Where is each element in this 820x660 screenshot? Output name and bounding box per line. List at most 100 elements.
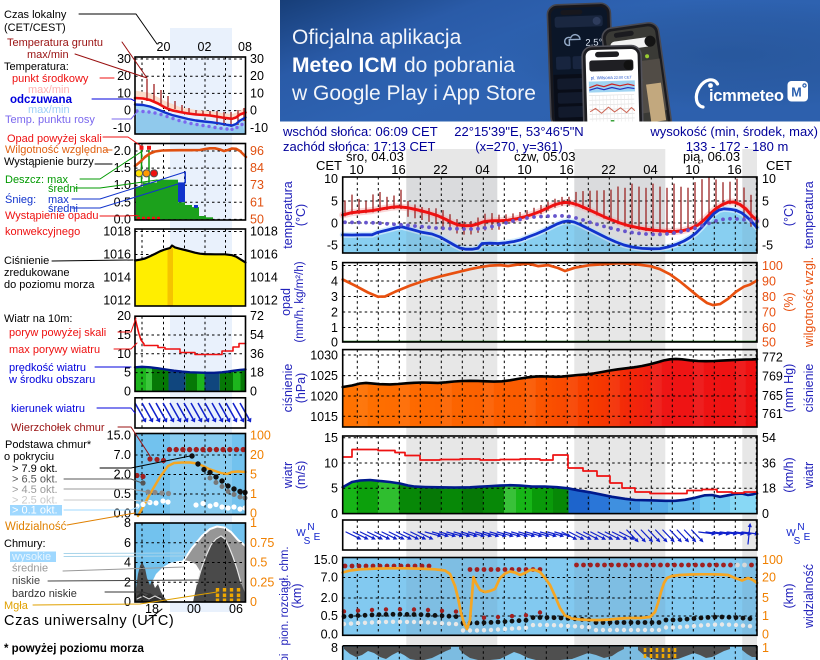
svg-text:temperatura: temperatura (802, 181, 816, 248)
svg-text:0: 0 (250, 104, 257, 118)
svg-text:0: 0 (762, 217, 769, 231)
svg-text:Temperatura:: Temperatura: (4, 61, 69, 73)
svg-text:w środku obszaru: w środku obszaru (8, 374, 95, 386)
svg-text:S: S (794, 536, 801, 547)
svg-text:0.5: 0.5 (114, 487, 131, 501)
svg-text:20: 20 (157, 40, 171, 54)
svg-text:1: 1 (250, 487, 257, 501)
svg-text:36: 36 (762, 457, 776, 471)
svg-text:3: 3 (331, 290, 338, 304)
svg-text:1: 1 (762, 641, 769, 655)
svg-text:5: 5 (762, 591, 769, 605)
svg-text:zachód słońca: 17:13 CET: zachód słońca: 17:13 CET (283, 139, 436, 154)
svg-text:max/min: max/min (28, 104, 70, 116)
svg-text:wysokie: wysokie (11, 551, 51, 563)
svg-text:Opad powyżej skali: Opad powyżej skali (7, 133, 102, 145)
svg-text:> 2.5 okt.: > 2.5 okt. (12, 495, 58, 507)
svg-text:max: max (48, 194, 69, 206)
svg-text:wilgotność wzgl.: wilgotność wzgl. (802, 257, 816, 348)
svg-text:8: 8 (331, 641, 338, 655)
svg-text:do pobrania: do pobrania (404, 54, 515, 77)
svg-text:30: 30 (250, 52, 264, 66)
svg-text:(°C): (°C) (782, 204, 796, 226)
svg-text:36: 36 (250, 347, 264, 361)
svg-text:22:00 CET: 22:00 CET (614, 75, 633, 79)
svg-text:pią, 06.03: pią, 06.03 (683, 149, 740, 164)
svg-text:90: 90 (762, 275, 776, 289)
svg-text:punkt środkowy: punkt środkowy (12, 73, 89, 85)
svg-text:(CET/CEST): (CET/CEST) (4, 22, 66, 34)
svg-text:> 7.9 okt.: > 7.9 okt. (12, 463, 58, 475)
svg-text:22°15'39"E, 53°46'5"N: 22°15'39"E, 53°46'5"N (454, 124, 583, 139)
svg-text:N: N (307, 522, 314, 533)
svg-text:20: 20 (250, 448, 264, 462)
svg-text:7.0: 7.0 (114, 448, 131, 462)
svg-text:wiatr: wiatr (281, 462, 295, 489)
svg-text:* powyżej poziomu morza: * powyżej poziomu morza (4, 643, 145, 655)
svg-text:-10: -10 (113, 121, 131, 135)
svg-text:0: 0 (250, 595, 257, 609)
svg-text:20: 20 (762, 571, 776, 585)
svg-text:0: 0 (331, 217, 338, 231)
svg-text:E: E (314, 532, 321, 543)
svg-text:S: S (304, 536, 311, 547)
svg-text:16: 16 (559, 162, 573, 177)
svg-text:Czas uniwersalny (UTC): Czas uniwersalny (UTC) (4, 613, 174, 629)
svg-text:6: 6 (124, 536, 131, 550)
svg-text:0.25: 0.25 (250, 575, 274, 589)
svg-text:-10: -10 (250, 121, 268, 135)
svg-text:2: 2 (331, 306, 338, 320)
svg-text:1: 1 (762, 609, 769, 623)
svg-text:średnie: średnie (12, 563, 48, 575)
svg-text:Wierzchołek chmur: Wierzchołek chmur (11, 422, 105, 434)
svg-text:84: 84 (250, 161, 264, 175)
svg-text:50: 50 (762, 336, 776, 350)
svg-text:E: E (804, 532, 811, 543)
svg-text:0.75: 0.75 (250, 536, 274, 550)
svg-text:0: 0 (124, 595, 131, 609)
svg-text:widzialność: widzialność (802, 564, 816, 629)
svg-text:18: 18 (250, 366, 264, 380)
svg-text:1018: 1018 (103, 225, 131, 239)
svg-text:18: 18 (762, 482, 776, 496)
svg-text:10: 10 (250, 86, 264, 100)
svg-text:max/min: max/min (27, 49, 69, 61)
svg-text:pi: pi (279, 654, 291, 660)
svg-text:ciśnienie: ciśnienie (281, 364, 295, 413)
svg-text:> 0.1 okt.: > 0.1 okt. (12, 505, 58, 517)
svg-text:100: 100 (762, 259, 783, 273)
svg-text:00: 00 (187, 602, 201, 616)
svg-text:icmmeteo: icmmeteo (709, 87, 784, 105)
svg-text:765: 765 (762, 389, 783, 403)
svg-text:2.0: 2.0 (114, 144, 131, 158)
svg-text:7.0: 7.0 (321, 571, 338, 585)
svg-text:5: 5 (762, 195, 769, 209)
svg-text:Mgła: Mgła (4, 600, 29, 612)
svg-text:15.0: 15.0 (314, 553, 338, 567)
svg-text:5: 5 (331, 482, 338, 496)
svg-text:08: 08 (238, 40, 252, 54)
svg-text:60: 60 (762, 321, 776, 335)
svg-text:10: 10 (117, 86, 131, 100)
svg-text:20: 20 (117, 309, 131, 323)
svg-text:1: 1 (331, 321, 338, 335)
svg-text:02: 02 (198, 40, 212, 54)
svg-text:761: 761 (762, 407, 783, 421)
svg-text:0: 0 (124, 104, 131, 118)
svg-text:Wilgotność względna: Wilgotność względna (5, 144, 109, 156)
svg-text:Wystąpienie burzy: Wystąpienie burzy (4, 156, 94, 168)
svg-text:1016: 1016 (250, 248, 278, 262)
svg-text:konwekcyjnego: konwekcyjnego (5, 226, 80, 238)
svg-text:04: 04 (475, 162, 489, 177)
svg-text:16: 16 (391, 162, 405, 177)
svg-text:0.0: 0.0 (321, 628, 338, 642)
svg-text:-5: -5 (327, 239, 338, 253)
svg-text:772: 772 (762, 351, 783, 365)
svg-text:Podstawa chmur*: Podstawa chmur* (5, 439, 92, 451)
svg-text:> 6.5 okt.: > 6.5 okt. (12, 474, 58, 486)
svg-text:Ciśnienie: Ciśnienie (4, 255, 49, 267)
svg-text:5: 5 (331, 195, 338, 209)
svg-text:o pokryciu: o pokryciu (4, 451, 54, 463)
svg-text:15: 15 (324, 431, 338, 445)
svg-text:(mm Hg): (mm Hg) (782, 364, 796, 413)
